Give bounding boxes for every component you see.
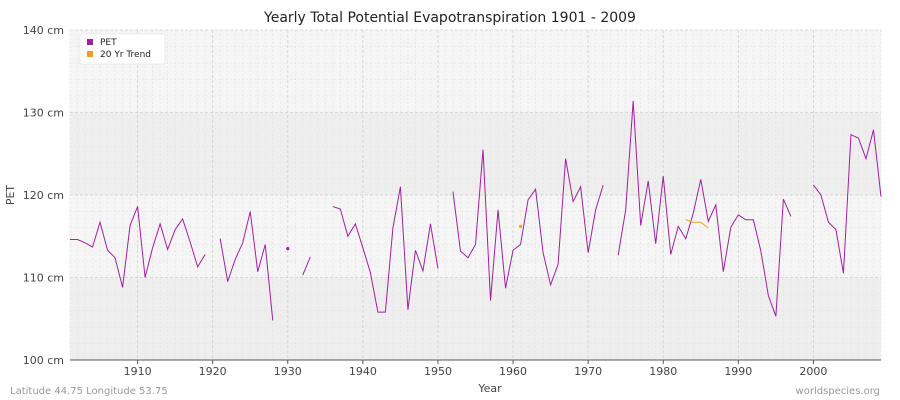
y-axis-label: PET <box>4 185 17 206</box>
series-line <box>219 211 274 321</box>
y-tick-label: 110 cm <box>23 272 64 285</box>
footer-coordinates: Latitude 44.75 Longitude 53.75 <box>10 386 168 397</box>
x-tick-label: 1990 <box>724 365 752 378</box>
legend-label-pet: PET <box>100 38 117 48</box>
data-point <box>518 224 523 228</box>
y-tick-label: 130 cm <box>23 107 64 120</box>
x-tick-label: 1980 <box>649 365 677 378</box>
x-tick-label: 1910 <box>124 365 152 378</box>
data-point <box>286 247 290 251</box>
x-axis-label: Year <box>477 382 502 395</box>
x-tick-label: 1950 <box>424 365 452 378</box>
series-line <box>813 129 882 274</box>
y-tick-label: 140 cm <box>23 24 64 37</box>
chart-title: Yearly Total Potential Evapotranspiratio… <box>263 10 636 26</box>
series-line <box>452 149 604 301</box>
legend-box <box>79 33 166 65</box>
x-tick-label: 1960 <box>499 365 527 378</box>
x-tick-label: 1970 <box>574 365 602 378</box>
y-axis-ticks: 100 cm 110 cm 120 cm 130 cm 140 cm <box>23 24 64 367</box>
footer-source: worldspecies.org <box>796 386 880 397</box>
series-line <box>332 186 439 313</box>
x-tick-label: 1930 <box>274 365 302 378</box>
series-1 <box>518 219 709 229</box>
series-line <box>617 100 792 317</box>
series-line <box>70 206 206 288</box>
x-axis-ticks: 1910 1920 1930 1940 1950 1960 1970 1980 1990 2000 <box>124 360 827 378</box>
series-0 <box>70 100 882 321</box>
x-tick-label: 1920 <box>199 365 227 378</box>
series-layer <box>70 100 882 321</box>
y-tick-label: 100 cm <box>23 354 64 367</box>
series-line <box>685 219 709 229</box>
x-tick-label: 2000 <box>799 365 827 378</box>
y-tick-label: 120 cm <box>23 189 64 202</box>
legend: PET 20 Yr Trend <box>79 33 166 65</box>
legend-swatch-pet <box>87 39 93 45</box>
legend-label-trend: 20 Yr Trend <box>100 50 151 60</box>
x-tick-label: 1940 <box>349 365 377 378</box>
legend-swatch-trend <box>87 51 93 57</box>
series-line <box>302 256 311 276</box>
